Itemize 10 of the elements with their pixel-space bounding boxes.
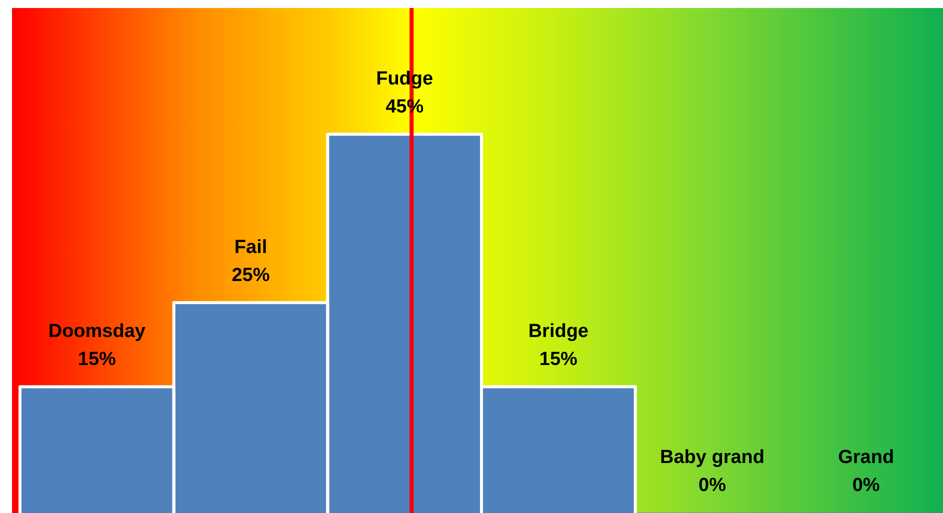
data-label: 15% bbox=[539, 348, 578, 370]
data-label: 15% bbox=[78, 348, 116, 370]
x-tick-label: Grand bbox=[838, 447, 894, 468]
x-tick-label: Doomsday bbox=[48, 320, 146, 342]
data-label: 0% bbox=[852, 475, 880, 496]
x-tick-label: Baby grand bbox=[660, 447, 765, 468]
data-label: 0% bbox=[698, 475, 726, 496]
x-tick-label: Fail bbox=[234, 236, 268, 258]
x-tick-label: Bridge bbox=[528, 320, 589, 342]
data-label: 25% bbox=[232, 264, 270, 286]
